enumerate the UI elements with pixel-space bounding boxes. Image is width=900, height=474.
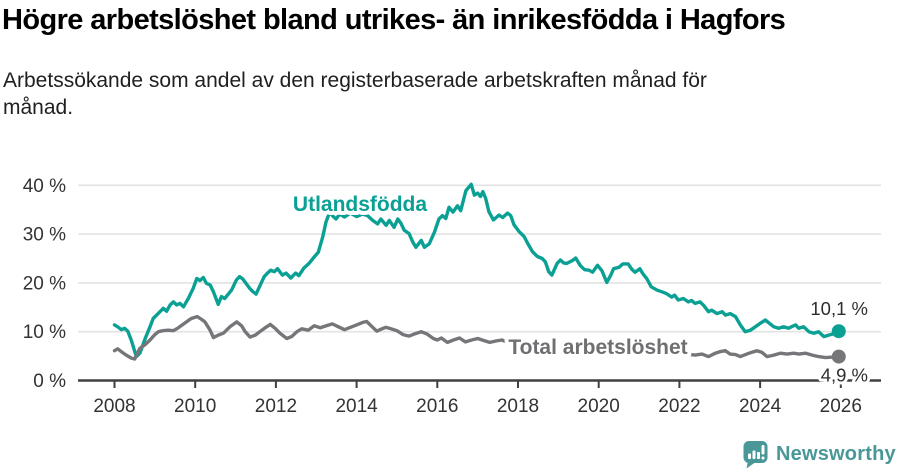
end-dot-utlandsfodda (831, 324, 846, 339)
x-axis-label: 2024 (739, 396, 782, 417)
x-axis-label: 2012 (255, 396, 297, 417)
newsworthy-logo: Newsworthy (742, 440, 896, 469)
y-axis-label: 0 % (33, 371, 66, 392)
series-label-utlandsfodda: Utlandsfödda (293, 193, 427, 216)
x-axis-label: 2018 (497, 396, 539, 417)
x-axis-label: 2010 (174, 396, 216, 417)
y-axis-label: 20 % (23, 273, 66, 294)
y-axis-label: 40 % (23, 176, 66, 197)
series-line-total (112, 314, 841, 361)
x-axis-label: 2020 (578, 396, 620, 417)
x-axis-label: 2016 (416, 396, 458, 417)
chart-subtitle: Arbetssökande som andel av den registerb… (3, 69, 707, 119)
newsworthy-brand-name: Newsworthy (776, 443, 896, 465)
page-title: Högre arbetslöshet bland utrikes- än inr… (2, 4, 786, 36)
end-value-label-total: 4,9 % (821, 365, 868, 386)
newsworthy-bubble-chart-icon (743, 441, 768, 469)
x-axis-label: 2008 (93, 396, 135, 417)
x-axis-label: 2026 (820, 396, 862, 417)
y-axis-label: 30 % (23, 225, 66, 246)
x-axis-label: 2022 (658, 396, 700, 417)
x-axis-label: 2014 (335, 396, 378, 417)
series-label-total: Total arbetslöshet (508, 336, 687, 359)
end-dot-total (831, 349, 846, 364)
series-line-utlandsfodda (112, 182, 841, 359)
y-axis-label: 10 % (23, 322, 66, 343)
end-value-label-utlandsfodda: 10,1 % (810, 298, 868, 319)
